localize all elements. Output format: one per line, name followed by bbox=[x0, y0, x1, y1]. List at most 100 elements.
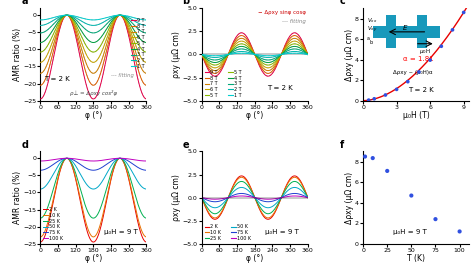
Line: 2 K: 2 K bbox=[40, 158, 146, 242]
100 K bbox=[270, 197, 275, 201]
Text: --- fitting: --- fitting bbox=[282, 19, 306, 24]
25 K bbox=[118, 157, 123, 160]
Text: b: b bbox=[182, 0, 190, 6]
Point bbox=[369, 156, 376, 160]
10 K bbox=[270, 213, 275, 217]
50 K bbox=[226, 195, 232, 198]
10 K bbox=[292, 176, 297, 179]
X-axis label: T (K): T (K) bbox=[407, 254, 425, 263]
75 K bbox=[226, 196, 232, 199]
25 K bbox=[292, 180, 297, 183]
Text: d: d bbox=[21, 140, 28, 150]
10 K bbox=[64, 157, 70, 160]
Point bbox=[456, 229, 464, 234]
Y-axis label: AMR ratio (%): AMR ratio (%) bbox=[13, 28, 22, 81]
Y-axis label: AMR ratio (%): AMR ratio (%) bbox=[13, 171, 22, 224]
100 K bbox=[212, 198, 218, 201]
50 K bbox=[64, 157, 70, 160]
75 K bbox=[199, 196, 204, 199]
Text: T = 2 K: T = 2 K bbox=[45, 76, 70, 82]
75 K bbox=[262, 200, 267, 203]
50 K bbox=[212, 206, 218, 209]
2 K bbox=[118, 157, 123, 160]
X-axis label: φ (°): φ (°) bbox=[246, 111, 264, 120]
Legend: 2 K, 10 K, 25 K, 50 K, 75 K, 100 K: 2 K, 10 K, 25 K, 50 K, 75 K, 100 K bbox=[204, 224, 252, 241]
10 K bbox=[226, 194, 232, 197]
Line: 50 K: 50 K bbox=[201, 188, 308, 208]
Point bbox=[438, 44, 445, 48]
Text: ρ⊥ = Δρxy cos²φ: ρ⊥ = Δρxy cos²φ bbox=[70, 90, 117, 96]
Line: 100 K: 100 K bbox=[201, 196, 308, 199]
10 K bbox=[218, 212, 224, 215]
Point bbox=[432, 217, 439, 221]
Text: a: a bbox=[21, 0, 27, 6]
10 K bbox=[37, 235, 43, 238]
Point bbox=[408, 193, 415, 198]
100 K bbox=[262, 198, 267, 201]
10 K bbox=[65, 157, 71, 160]
50 K bbox=[144, 187, 149, 191]
100 K bbox=[292, 194, 297, 198]
X-axis label: φ (°): φ (°) bbox=[85, 111, 102, 120]
25 K bbox=[37, 216, 43, 220]
10 K bbox=[56, 172, 62, 175]
Y-axis label: ρxy (μΩ cm): ρxy (μΩ cm) bbox=[172, 31, 181, 78]
Y-axis label: Δρxy (μΩ cm): Δρxy (μΩ cm) bbox=[345, 29, 354, 81]
50 K bbox=[65, 157, 71, 160]
50 K bbox=[100, 178, 106, 182]
25 K bbox=[86, 212, 91, 215]
2 K bbox=[65, 157, 71, 160]
25 K bbox=[218, 209, 224, 212]
75 K bbox=[65, 157, 71, 160]
Legend: 9 T, 8 T, 7 T, 6 T, 5 T, 5 T, 4 T, 3 T, 2 T, 1 T: 9 T, 8 T, 7 T, 6 T, 5 T, 5 T, 4 T, 3 T, … bbox=[204, 69, 242, 98]
10 K bbox=[199, 196, 204, 199]
Legend: 2 K, 10 K, 25 K, 50 K, 75 K, 100 K: 2 K, 10 K, 25 K, 50 K, 75 K, 100 K bbox=[43, 207, 64, 241]
75 K bbox=[212, 200, 218, 203]
Point bbox=[361, 154, 369, 159]
25 K bbox=[270, 210, 275, 213]
Point bbox=[426, 58, 434, 62]
Text: --- fitting: --- fitting bbox=[111, 73, 134, 78]
75 K bbox=[247, 194, 253, 197]
2 K bbox=[262, 216, 267, 219]
2 K bbox=[212, 218, 218, 221]
100 K bbox=[305, 196, 311, 199]
Line: 2 K: 2 K bbox=[201, 176, 308, 219]
100 K bbox=[226, 196, 232, 199]
10 K bbox=[247, 185, 253, 188]
100 K bbox=[279, 196, 285, 199]
Text: c: c bbox=[340, 0, 346, 6]
100 K bbox=[56, 157, 62, 160]
50 K bbox=[86, 185, 91, 188]
Point bbox=[365, 98, 373, 102]
25 K bbox=[279, 195, 285, 198]
25 K bbox=[226, 194, 232, 198]
25 K bbox=[212, 212, 218, 216]
25 K bbox=[64, 157, 70, 160]
X-axis label: φ (°): φ (°) bbox=[246, 254, 264, 263]
50 K bbox=[109, 164, 114, 167]
10 K bbox=[212, 216, 218, 220]
2 K bbox=[56, 173, 62, 176]
10 K bbox=[109, 175, 114, 178]
75 K bbox=[56, 159, 62, 162]
25 K bbox=[100, 199, 106, 202]
50 K bbox=[279, 195, 285, 199]
25 K bbox=[199, 196, 204, 199]
10 K bbox=[305, 196, 311, 199]
50 K bbox=[199, 196, 204, 199]
Line: 75 K: 75 K bbox=[201, 193, 308, 202]
25 K bbox=[56, 168, 62, 172]
75 K bbox=[218, 199, 224, 202]
X-axis label: μ₀H (T): μ₀H (T) bbox=[403, 111, 429, 120]
50 K bbox=[118, 157, 123, 160]
75 K bbox=[100, 165, 106, 168]
Text: e: e bbox=[182, 140, 189, 150]
Text: f: f bbox=[340, 140, 344, 150]
Line: 10 K: 10 K bbox=[40, 158, 146, 237]
Text: α = 1.81: α = 1.81 bbox=[403, 56, 434, 62]
50 K bbox=[292, 186, 297, 189]
50 K bbox=[37, 187, 43, 191]
2 K bbox=[247, 184, 253, 188]
75 K bbox=[305, 196, 311, 199]
